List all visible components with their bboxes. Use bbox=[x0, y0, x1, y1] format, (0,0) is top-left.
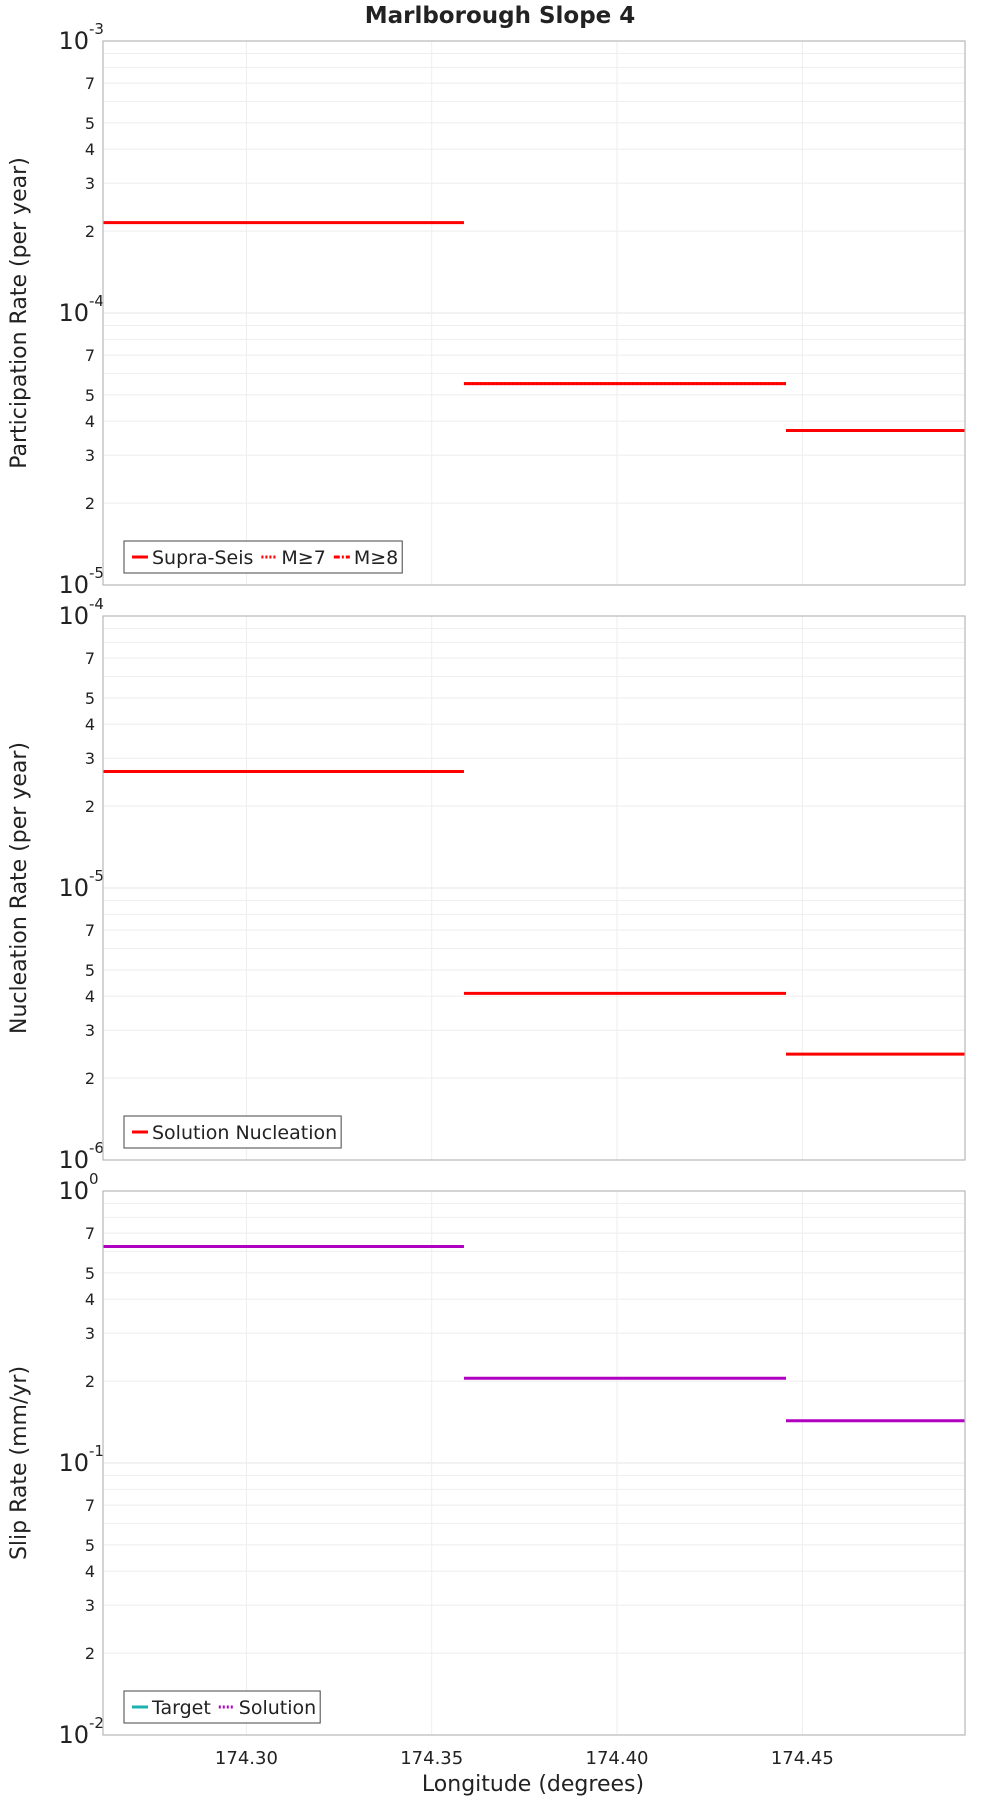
legend-label: Supra-Seis bbox=[152, 547, 253, 569]
y-tick-exponent: -2 bbox=[89, 1714, 104, 1732]
y-tick-label: 7 bbox=[85, 921, 95, 940]
x-tick-label: 174.30 bbox=[215, 1748, 278, 1769]
y-tick-label: 7 bbox=[85, 649, 95, 668]
y-tick-label: 2 bbox=[85, 1372, 95, 1391]
y-tick-exponent: -5 bbox=[89, 867, 104, 885]
legend: Supra-Seis M≥7 M≥8 bbox=[123, 540, 403, 574]
y-tick-label: 4 bbox=[85, 1290, 95, 1309]
y-tick-label: 4 bbox=[85, 140, 95, 159]
y-tick-label: 10 bbox=[58, 1721, 89, 1749]
plot-frame bbox=[102, 40, 966, 586]
y-tick-label: 10 bbox=[58, 1177, 89, 1205]
y-axis-label: Nucleation Rate (per year) bbox=[7, 742, 32, 1034]
y-tick-label: 5 bbox=[85, 386, 95, 405]
legend-label: M≥7 bbox=[281, 547, 325, 569]
y-tick-label: 5 bbox=[85, 689, 95, 708]
y-tick-label: 10 bbox=[58, 1449, 89, 1477]
legend-frame bbox=[123, 1690, 321, 1724]
y-tick-label: 4 bbox=[85, 715, 95, 734]
y-tick-label: 2 bbox=[85, 1644, 95, 1663]
x-tick-label: 174.40 bbox=[586, 1748, 649, 1769]
legend-label: Solution bbox=[239, 1697, 316, 1719]
y-tick-label: 7 bbox=[85, 346, 95, 365]
y-axis-label: Participation Rate (per year) bbox=[7, 157, 32, 469]
y-tick-label: 10 bbox=[58, 299, 89, 327]
y-tick-label: 2 bbox=[85, 494, 95, 513]
y-tick-label: 5 bbox=[85, 1536, 95, 1555]
y-axis-label: Slip Rate (mm/yr) bbox=[7, 1366, 32, 1560]
y-tick-label: 7 bbox=[85, 1224, 95, 1243]
y-tick-label: 5 bbox=[85, 114, 95, 133]
plot-frame bbox=[102, 615, 966, 1161]
x-tick-label: 174.35 bbox=[400, 1748, 463, 1769]
y-tick-label: 4 bbox=[85, 412, 95, 431]
y-tick-label: 3 bbox=[85, 174, 95, 193]
legend-frame bbox=[123, 1115, 342, 1149]
y-tick-label: 10 bbox=[58, 874, 89, 902]
y-tick-label: 5 bbox=[85, 1264, 95, 1283]
y-tick-exponent: -3 bbox=[89, 20, 104, 38]
y-tick-label: 3 bbox=[85, 446, 95, 465]
y-tick-label: 3 bbox=[85, 749, 95, 768]
y-tick-exponent: 0 bbox=[89, 1170, 99, 1188]
y-tick-label: 10 bbox=[58, 27, 89, 55]
y-tick-label: 3 bbox=[85, 1596, 95, 1615]
y-tick-exponent: -5 bbox=[89, 564, 104, 582]
legend: Target Solution bbox=[123, 1690, 321, 1724]
legend-label: Solution Nucleation bbox=[152, 1122, 337, 1144]
legend-label: M≥8 bbox=[354, 547, 398, 569]
y-tick-label: 3 bbox=[85, 1324, 95, 1343]
y-tick-label: 4 bbox=[85, 1562, 95, 1581]
plot-frame bbox=[102, 1190, 966, 1736]
legend: Solution Nucleation bbox=[123, 1115, 342, 1149]
y-tick-label: 10 bbox=[58, 1146, 89, 1174]
legend-label: Target bbox=[151, 1697, 211, 1719]
y-tick-label: 5 bbox=[85, 961, 95, 980]
y-tick-exponent: -4 bbox=[89, 595, 104, 613]
y-tick-label: 7 bbox=[85, 1496, 95, 1515]
y-tick-label: 4 bbox=[85, 987, 95, 1006]
y-tick-label: 2 bbox=[85, 222, 95, 241]
y-tick-exponent: -4 bbox=[89, 292, 104, 310]
y-tick-label: 7 bbox=[85, 74, 95, 93]
y-tick-label: 2 bbox=[85, 797, 95, 816]
y-tick-label: 2 bbox=[85, 1069, 95, 1088]
y-tick-exponent: -1 bbox=[89, 1442, 104, 1460]
chart-title: Marlborough Slope 4 bbox=[365, 3, 636, 29]
y-tick-label: 3 bbox=[85, 1021, 95, 1040]
x-axis-label: Longitude (degrees) bbox=[422, 1772, 644, 1797]
y-tick-exponent: -6 bbox=[89, 1139, 104, 1157]
y-tick-label: 10 bbox=[58, 602, 89, 630]
x-tick-label: 174.45 bbox=[771, 1748, 834, 1769]
y-tick-label: 10 bbox=[58, 571, 89, 599]
